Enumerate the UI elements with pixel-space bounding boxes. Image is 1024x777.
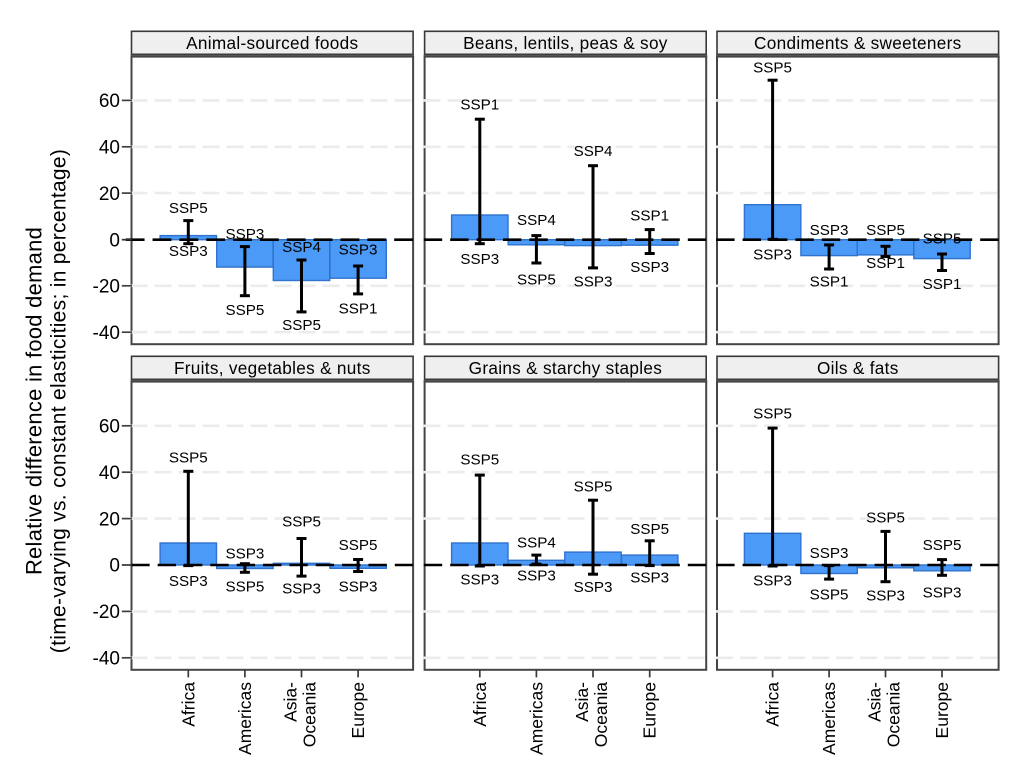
svg-text:SSP5: SSP5 xyxy=(169,200,208,217)
svg-text:SSP5: SSP5 xyxy=(282,513,321,530)
svg-text:40: 40 xyxy=(99,138,120,159)
svg-text:Africa: Africa xyxy=(763,682,783,727)
svg-text:Oceania: Oceania xyxy=(300,682,320,747)
svg-text:SSP5: SSP5 xyxy=(923,537,962,554)
svg-text:SSP3: SSP3 xyxy=(339,579,378,596)
svg-text:-40: -40 xyxy=(93,323,120,344)
svg-text:SSP3: SSP3 xyxy=(169,573,208,590)
svg-text:SSP3: SSP3 xyxy=(517,567,556,584)
svg-text:SSP3: SSP3 xyxy=(169,243,208,260)
svg-text:SSP5: SSP5 xyxy=(517,271,556,288)
svg-text:SSP4: SSP4 xyxy=(517,535,556,552)
svg-text:Relative difference in food de: Relative difference in food demand xyxy=(22,227,47,575)
svg-text:Americas: Americas xyxy=(819,682,839,755)
svg-text:SSP1: SSP1 xyxy=(810,273,849,290)
svg-text:-20: -20 xyxy=(93,277,120,298)
svg-text:SSP3: SSP3 xyxy=(339,242,378,259)
svg-text:SSP1: SSP1 xyxy=(460,97,499,114)
svg-text:SSP3: SSP3 xyxy=(574,579,613,596)
svg-text:SSP3: SSP3 xyxy=(460,251,499,268)
svg-text:(time-varying vs. constant ela: (time-varying vs. constant elasticities;… xyxy=(48,149,71,653)
svg-text:Grains & starchy staples: Grains & starchy staples xyxy=(469,358,662,378)
svg-text:20: 20 xyxy=(99,509,120,530)
svg-text:Animal-sourced foods: Animal-sourced foods xyxy=(186,33,358,53)
svg-text:Oils & fats: Oils & fats xyxy=(817,358,899,378)
svg-text:SSP3: SSP3 xyxy=(630,570,669,587)
svg-text:Asia-: Asia- xyxy=(572,682,592,722)
svg-text:Europe: Europe xyxy=(932,682,952,738)
svg-text:SSP1: SSP1 xyxy=(866,255,905,272)
svg-text:SSP4: SSP4 xyxy=(282,239,321,256)
svg-text:SSP3: SSP3 xyxy=(866,587,905,604)
svg-text:SSP5: SSP5 xyxy=(169,449,208,466)
svg-text:SSP1: SSP1 xyxy=(923,276,962,293)
svg-text:Europe: Europe xyxy=(348,682,368,738)
svg-text:40: 40 xyxy=(99,463,120,484)
svg-text:Condiments & sweeteners: Condiments & sweeteners xyxy=(754,33,962,53)
svg-text:SSP4: SSP4 xyxy=(574,143,613,160)
svg-text:SSP5: SSP5 xyxy=(225,579,264,596)
svg-text:SSP5: SSP5 xyxy=(866,222,905,239)
svg-text:SSP5: SSP5 xyxy=(225,302,264,319)
svg-text:Asia-: Asia- xyxy=(865,682,885,722)
svg-text:SSP3: SSP3 xyxy=(225,545,264,562)
svg-text:SSP3: SSP3 xyxy=(282,581,321,598)
svg-text:Americas: Americas xyxy=(526,682,546,755)
svg-text:0: 0 xyxy=(109,556,120,577)
svg-text:SSP3: SSP3 xyxy=(810,545,849,562)
svg-text:60: 60 xyxy=(99,417,120,438)
svg-text:60: 60 xyxy=(99,91,120,112)
svg-text:SSP5: SSP5 xyxy=(339,537,378,554)
svg-text:Asia-: Asia- xyxy=(281,682,301,722)
svg-text:SSP1: SSP1 xyxy=(339,300,378,317)
svg-text:SSP5: SSP5 xyxy=(866,510,905,527)
svg-text:SSP5: SSP5 xyxy=(574,478,613,495)
svg-text:Americas: Americas xyxy=(235,682,255,755)
svg-text:Europe: Europe xyxy=(640,682,660,738)
svg-text:SSP5: SSP5 xyxy=(282,317,321,334)
svg-text:SSP3: SSP3 xyxy=(460,572,499,589)
svg-text:SSP5: SSP5 xyxy=(753,59,792,76)
svg-text:Africa: Africa xyxy=(178,682,198,727)
svg-text:SSP5: SSP5 xyxy=(630,521,669,538)
svg-text:-40: -40 xyxy=(93,649,120,670)
svg-text:SSP3: SSP3 xyxy=(574,273,613,290)
svg-text:SSP3: SSP3 xyxy=(810,222,849,239)
svg-text:SSP1: SSP1 xyxy=(630,208,669,225)
svg-text:Africa: Africa xyxy=(470,682,490,727)
svg-text:SSP3: SSP3 xyxy=(753,572,792,589)
svg-text:20: 20 xyxy=(99,184,120,205)
svg-text:Oceania: Oceania xyxy=(884,682,904,747)
svg-text:SSP3: SSP3 xyxy=(630,259,669,276)
svg-text:SSP3: SSP3 xyxy=(753,247,792,264)
svg-text:0: 0 xyxy=(109,230,120,251)
svg-text:SSP3: SSP3 xyxy=(225,226,264,243)
svg-text:SSP5: SSP5 xyxy=(460,451,499,468)
svg-text:Beans, lentils, peas & soy: Beans, lentils, peas & soy xyxy=(463,33,668,53)
svg-text:SSP5: SSP5 xyxy=(753,406,792,423)
svg-text:SSP4: SSP4 xyxy=(517,212,556,229)
svg-text:SSP5: SSP5 xyxy=(810,587,849,604)
svg-text:Oceania: Oceania xyxy=(591,682,611,747)
svg-text:SSP5: SSP5 xyxy=(923,231,962,248)
svg-text:SSP3: SSP3 xyxy=(923,584,962,601)
svg-text:-20: -20 xyxy=(93,602,120,623)
svg-text:Fruits, vegetables & nuts: Fruits, vegetables & nuts xyxy=(174,358,371,378)
